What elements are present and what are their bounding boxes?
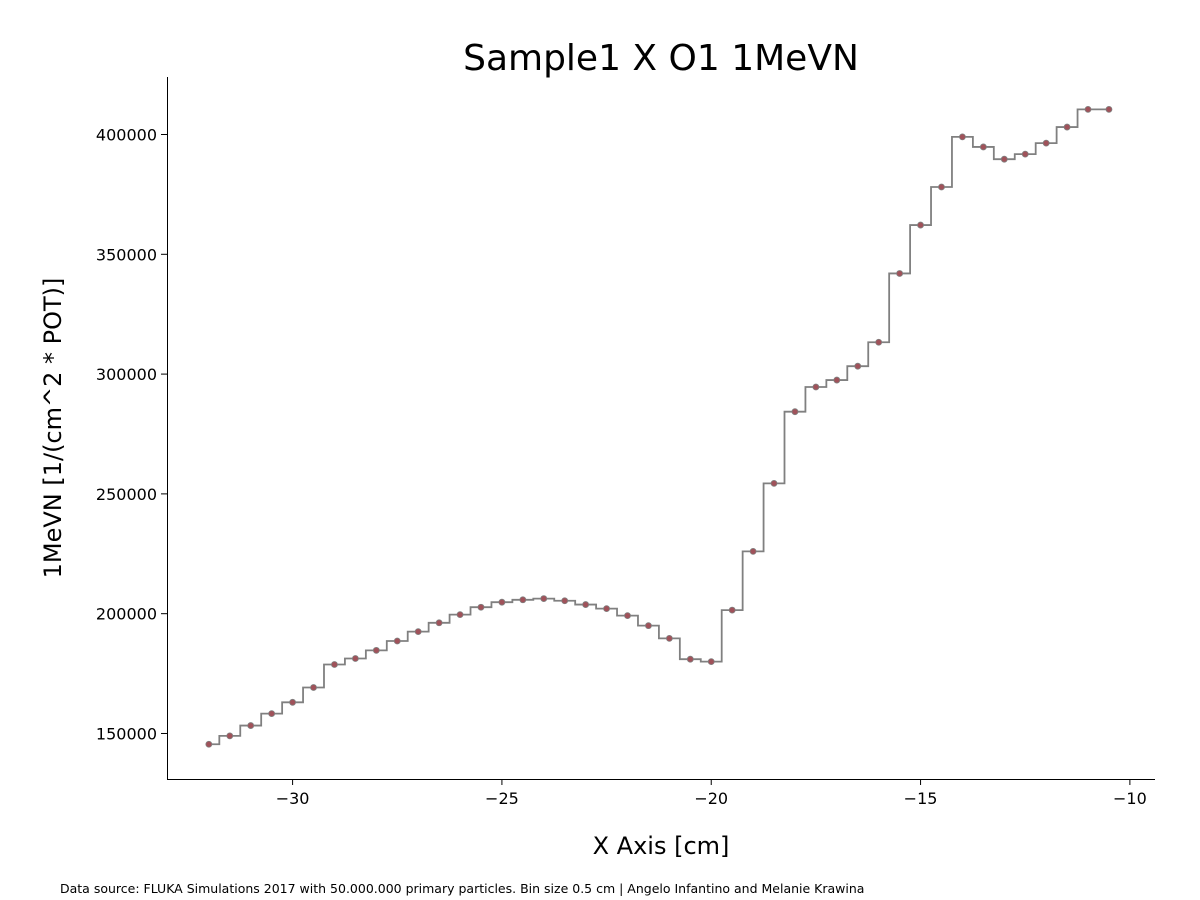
data-point — [226, 732, 234, 740]
y-axis-label: 1MeVN [1/(cm^2 * POT)] — [39, 278, 67, 579]
data-point — [917, 221, 924, 229]
data-point — [561, 597, 569, 605]
data-point — [749, 547, 757, 555]
x-tick-label: −20 — [694, 789, 728, 808]
data-point — [959, 133, 966, 141]
y-tick-label: 400000 — [96, 126, 157, 145]
data-point — [393, 637, 401, 645]
data-point — [582, 601, 590, 608]
series-1mevn — [205, 105, 1113, 748]
y-tick-label: 250000 — [96, 485, 157, 504]
data-point — [331, 661, 338, 668]
y-tick-label: 200000 — [96, 605, 157, 624]
data-point — [1105, 105, 1113, 113]
data-point — [1084, 105, 1092, 113]
data-point — [519, 596, 527, 604]
data-point — [414, 628, 422, 636]
data-point — [477, 603, 485, 611]
x-tick-label: −30 — [276, 789, 310, 808]
x-axis-label: X Axis [cm] — [593, 832, 730, 860]
data-point — [979, 143, 987, 151]
y-ticks: 150000 200000 250000 300000 350000 400000 — [96, 126, 167, 743]
x-ticks: −30 −25 −20 −15 −10 — [276, 779, 1147, 808]
y-tick-label: 300000 — [96, 365, 157, 384]
data-point — [938, 183, 945, 191]
data-point — [624, 612, 631, 619]
data-point — [1021, 150, 1029, 158]
data-point — [1063, 123, 1071, 131]
data-point — [833, 376, 841, 384]
series-step-line — [208, 108, 1109, 746]
data-point — [1042, 139, 1050, 147]
data-point — [812, 383, 820, 391]
data-point — [686, 655, 694, 663]
data-point — [498, 598, 506, 606]
chart-title: Sample1 X O1 1MeVN — [463, 38, 859, 79]
data-point — [1000, 155, 1008, 163]
y-tick-label: 350000 — [96, 245, 157, 264]
data-point — [603, 605, 610, 613]
data-point — [310, 684, 317, 691]
data-point — [268, 710, 276, 717]
data-point — [351, 655, 359, 662]
x-tick-label: −25 — [485, 789, 519, 808]
data-point — [456, 611, 464, 619]
data-point — [791, 408, 799, 416]
data-point — [875, 338, 883, 346]
footnote: Data source: FLUKA Simulations 2017 with… — [60, 881, 865, 896]
data-point — [665, 634, 673, 642]
data-point — [540, 595, 548, 602]
data-point — [289, 698, 296, 706]
y-tick-label: 150000 — [96, 724, 157, 743]
data-point — [372, 646, 380, 654]
data-point — [205, 740, 213, 748]
data-point — [896, 270, 904, 277]
data-point — [728, 606, 736, 614]
data-point — [247, 722, 255, 729]
data-point — [854, 362, 862, 370]
data-point — [435, 619, 443, 627]
data-point — [770, 479, 778, 487]
x-tick-label: −15 — [904, 789, 938, 808]
data-point — [645, 622, 652, 630]
data-point — [707, 658, 715, 666]
x-tick-label: −10 — [1113, 789, 1147, 808]
